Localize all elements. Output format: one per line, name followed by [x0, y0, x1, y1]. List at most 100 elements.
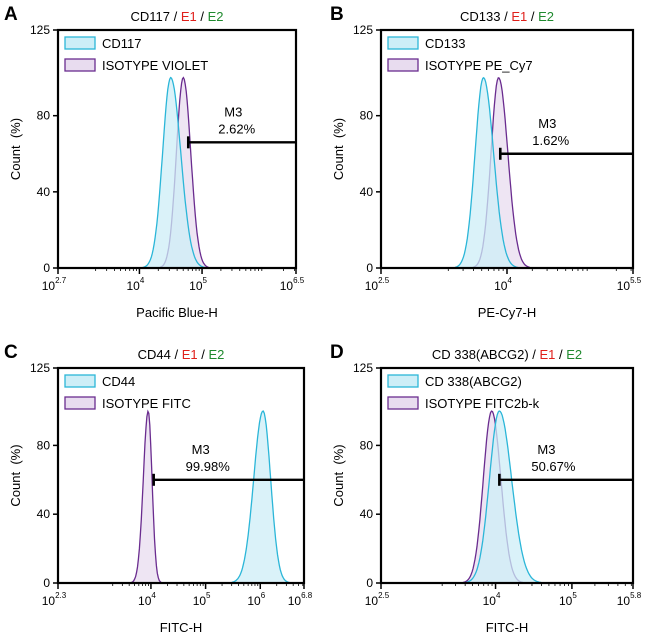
panel-letter: D [330, 342, 344, 363]
panel-letter: A [4, 4, 18, 25]
y-tick-label: 0 [366, 576, 373, 590]
title-sep1: / [529, 347, 540, 362]
title-e2: E2 [538, 9, 554, 24]
x-axis-label: FITC-H [486, 620, 529, 634]
chart-title: CD117 / E1 / E2 [130, 9, 223, 24]
x-axis-label: Pacific Blue-H [136, 305, 218, 320]
x-tick-label: 106 [247, 591, 265, 608]
x-tick-label: 102.7 [42, 276, 67, 293]
gate-percent: 2.62% [218, 121, 255, 136]
chart-title: CD133 / E1 / E2 [460, 9, 554, 24]
x-tick-base: 10 [193, 594, 207, 608]
x-tick-label: 105 [189, 276, 207, 293]
title-e2: E2 [208, 9, 224, 24]
legend-swatch-sample [64, 374, 96, 388]
y-tick-label: 125 [30, 23, 50, 37]
x-tick-label: 106.5 [280, 276, 305, 293]
gate-name: M3 [192, 442, 210, 457]
x-tick-exponent: 2.5 [378, 591, 390, 600]
gate-name: M3 [224, 104, 242, 119]
x-tick-base: 10 [280, 279, 294, 293]
y-axis-label: Count (%) [331, 118, 346, 180]
x-tick-label: 102.3 [42, 591, 67, 608]
title-marker: CD133 [460, 9, 500, 24]
y-axis-label: Count (%) [8, 118, 23, 180]
x-tick-base: 10 [127, 279, 141, 293]
histogram-sample-series [58, 410, 304, 584]
panel-letter: C [4, 342, 18, 363]
x-tick-exponent: 6.5 [293, 276, 305, 285]
title-marker: CD 338(ABCG2) [432, 347, 529, 362]
y-tick-label: 0 [43, 261, 50, 275]
legend-swatch-sample [64, 36, 96, 50]
title-sep1: / [171, 347, 182, 362]
y-tick-label: 125 [353, 361, 373, 375]
title-e1: E1 [540, 347, 556, 362]
x-tick-label: 105 [559, 591, 577, 608]
histogram-sample-series [381, 410, 633, 584]
x-tick-base: 10 [365, 279, 379, 293]
x-tick-label: 105 [193, 591, 211, 608]
x-tick-exponent: 4 [507, 276, 512, 285]
y-tick-label: 80 [37, 109, 51, 123]
y-axis-label: Count (%) [331, 444, 346, 506]
x-tick-label: 105.8 [617, 591, 642, 608]
x-tick-base: 10 [365, 594, 379, 608]
x-tick-exponent: 4 [151, 591, 156, 600]
y-tick-label: 40 [360, 507, 374, 521]
x-tick-base: 10 [189, 279, 203, 293]
x-tick-exponent: 5 [572, 591, 577, 600]
x-tick-base: 10 [288, 594, 302, 608]
title-e2: E2 [208, 347, 224, 362]
legend-swatch-isotype [387, 58, 419, 72]
y-tick-label: 125 [30, 361, 50, 375]
title-e2: E2 [566, 347, 582, 362]
legend-label-isotype: ISOTYPE PE_Cy7 [425, 58, 533, 73]
x-tick-base: 10 [494, 279, 508, 293]
x-tick-label: 105.5 [617, 276, 642, 293]
panel-letter: B [330, 4, 344, 25]
x-tick-exponent: 6 [261, 591, 266, 600]
title-e1: E1 [511, 9, 527, 24]
legend-swatch-isotype [64, 396, 96, 410]
x-tick-exponent: 5 [206, 591, 211, 600]
x-axis-label: PE-Cy7-H [478, 305, 537, 320]
x-tick-label: 104 [483, 591, 501, 608]
gate-percent: 1.62% [532, 133, 569, 148]
x-tick-exponent: 2.5 [378, 276, 390, 285]
title-sep1: / [500, 9, 511, 24]
x-tick-exponent: 5.5 [630, 276, 642, 285]
legend-label-sample: CD133 [425, 36, 465, 51]
legend-label-sample: CD117 [102, 36, 142, 51]
y-tick-label: 80 [360, 438, 374, 452]
y-tick-label: 40 [37, 185, 51, 199]
y-tick-label: 80 [360, 109, 374, 123]
legend-swatch-isotype [387, 396, 419, 410]
x-axis-label: FITC-H [160, 620, 203, 634]
gate-name: M3 [537, 442, 555, 457]
histogram-isotype-series [381, 76, 633, 269]
y-tick-label: 125 [353, 23, 373, 37]
x-tick-label: 102.5 [365, 276, 390, 293]
x-tick-base: 10 [247, 594, 261, 608]
x-tick-label: 104 [127, 276, 145, 293]
x-tick-label: 102.5 [365, 591, 390, 608]
y-tick-label: 40 [37, 507, 51, 521]
title-marker: CD44 [138, 347, 171, 362]
x-tick-exponent: 2.3 [55, 591, 67, 600]
x-tick-base: 10 [483, 594, 497, 608]
x-tick-exponent: 5.8 [630, 591, 642, 600]
x-tick-exponent: 4 [140, 276, 145, 285]
x-tick-exponent: 6.8 [301, 591, 313, 600]
gate-percent: 99.98% [186, 459, 231, 474]
x-tick-exponent: 4 [496, 591, 501, 600]
y-tick-label: 80 [37, 438, 51, 452]
legend-swatch-sample [387, 374, 419, 388]
legend-swatch-isotype [64, 58, 96, 72]
x-tick-exponent: 5 [203, 276, 208, 285]
